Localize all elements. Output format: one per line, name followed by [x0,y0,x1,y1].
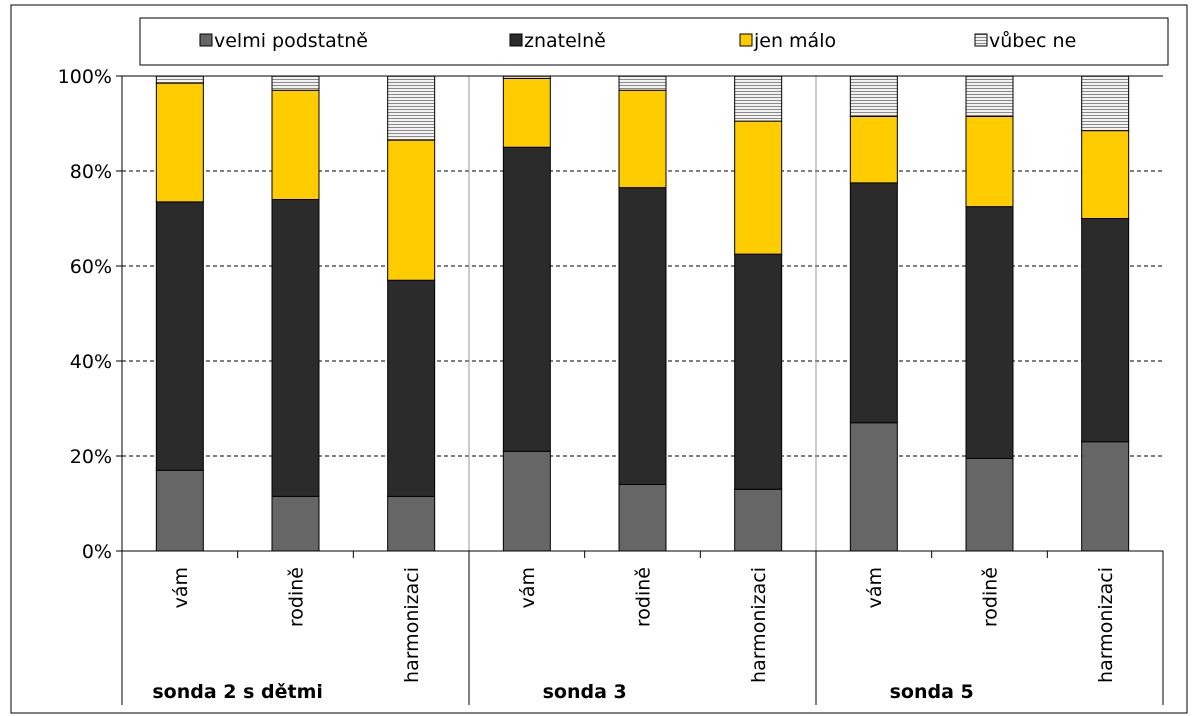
y-tick-label: 20% [70,446,112,468]
y-tick-label: 100% [58,66,112,88]
bar-segment [849,422,898,552]
bar-segment [155,469,204,552]
bar-segment [502,450,551,552]
bar-segment [387,495,436,552]
group-label: sonda 3 [543,681,627,703]
bar-segment [502,146,551,452]
legend-box [139,17,1169,66]
bar-segment [965,75,1014,117]
bar-segment [271,495,320,552]
bar-segment [965,206,1014,459]
category-label: vám [517,567,539,608]
bar-segment [734,120,783,255]
legend-swatch [509,33,523,47]
bar-segment [618,484,667,552]
bar-segment [155,75,204,84]
legend-swatch [199,33,213,47]
bar-segment [849,115,898,184]
bar-segment [271,199,320,497]
category-label: vám [864,567,886,608]
bar-segment [387,75,436,141]
bar-segment [849,182,898,424]
bars [155,75,1130,552]
bar-segment [502,77,551,148]
bar-segment [155,82,204,203]
legend-swatch [739,33,753,47]
y-tick-label: 0% [82,541,112,563]
bar-segment [734,488,783,552]
y-tick-label: 40% [70,351,112,373]
legend-swatch [974,33,988,47]
legend-label: vůbec ne [989,30,1076,52]
bar-segment [734,75,783,122]
group-label: sonda 5 [890,681,974,703]
legend: velmi podstatně znatelně jen málo vůbec ne [139,17,1169,66]
y-tick-label: 80% [70,161,112,183]
legend-label: velmi podstatně [214,30,368,52]
bar-segment [155,201,204,471]
category-label: vám [170,567,192,608]
bar-segment [1081,75,1130,132]
bar-segment [387,139,436,281]
legend-label: jen málo [753,30,836,52]
bar-segment [965,457,1014,552]
category-label: harmonizaci [1095,567,1117,683]
group-label: sonda 2 s dětmi [152,681,323,703]
bar-segment [387,279,436,497]
y-tick-label: 60% [70,256,112,278]
bar-segment [618,187,667,485]
axis-labels: 0% 20% 40% 60% 80% 100% vám rodině harmonizaci vá… [58,66,1117,703]
bar-segment [1081,130,1130,219]
category-label: harmonizaci [748,567,770,683]
bar-segment [618,89,667,189]
bar-segment [965,115,1014,208]
bar-segment [271,89,320,200]
bar-segment [618,75,667,91]
bar-segment [271,75,320,91]
axes [116,75,1164,705]
category-label: harmonizaci [401,567,423,683]
bar-segment [1081,218,1130,443]
category-label: rodině [286,567,308,627]
bar-segment [849,75,898,117]
category-label: rodině [633,567,655,627]
bar-segment [1081,441,1130,552]
category-label: rodině [980,567,1002,627]
bar-segment [734,253,783,490]
legend-label: znatelně [524,30,606,52]
